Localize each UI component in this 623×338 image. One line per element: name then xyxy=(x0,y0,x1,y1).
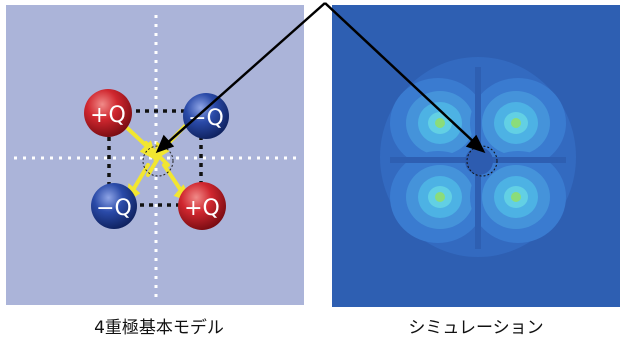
charge-bottom-right: +Q xyxy=(178,182,226,230)
charge-label: −Q xyxy=(96,196,132,221)
charge-top-left: +Q xyxy=(84,89,132,137)
center-circle xyxy=(142,145,174,177)
charge-bottom-left: −Q xyxy=(91,183,137,229)
charge-label: +Q xyxy=(90,103,126,128)
field-lobes xyxy=(380,57,576,257)
charge-label: +Q xyxy=(184,196,220,221)
charge-square xyxy=(107,109,203,207)
simulation-caption: シミュレーション xyxy=(408,318,544,338)
quadrupole-model-diagram: +Q −Q −Q +Q xyxy=(6,5,304,305)
model-caption: 4重極基本モデル xyxy=(94,318,224,338)
center-circle xyxy=(466,145,498,177)
